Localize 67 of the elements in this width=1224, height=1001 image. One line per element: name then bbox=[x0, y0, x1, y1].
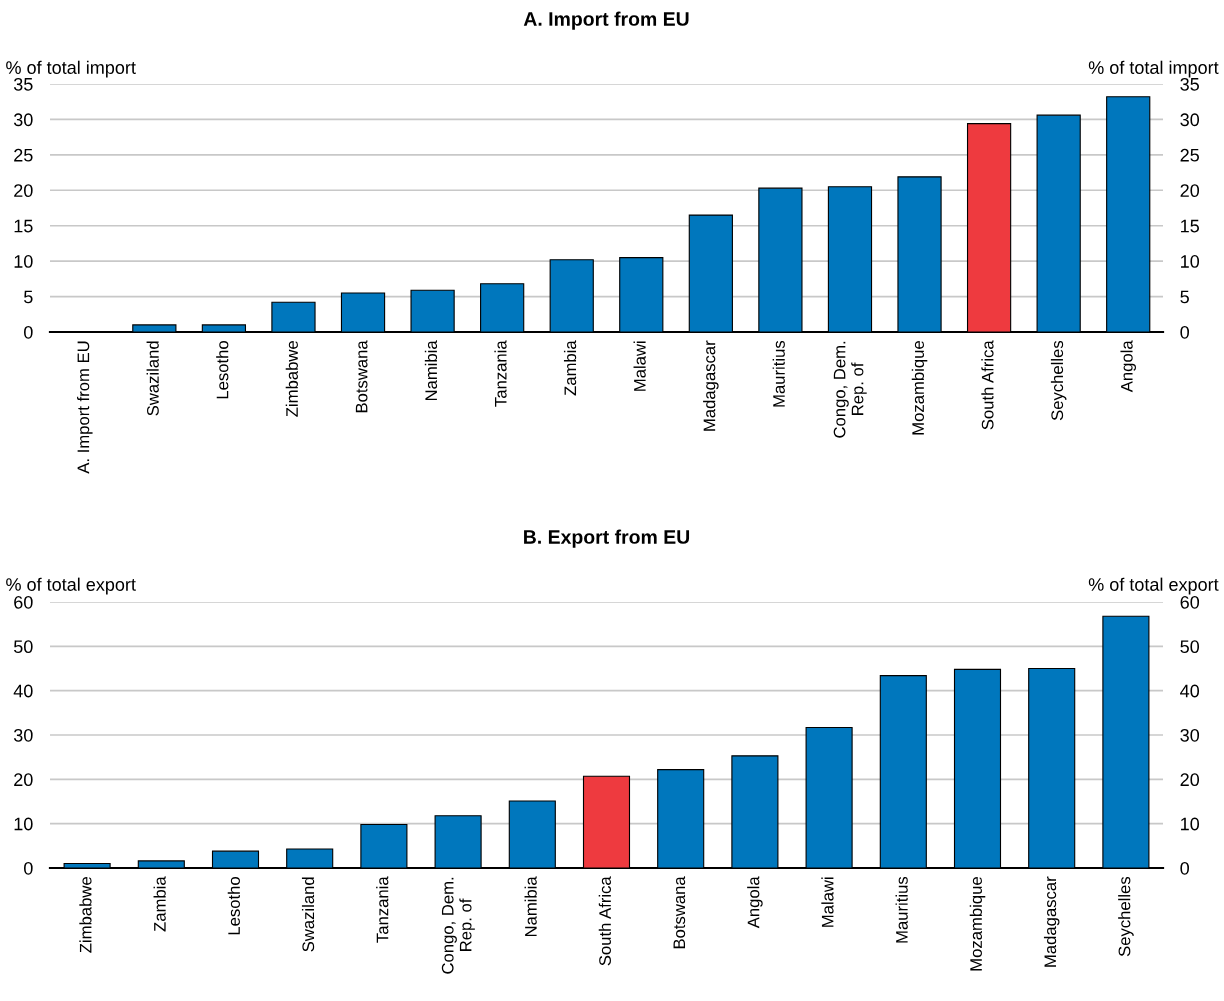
x-tick-label: Zimbabwe bbox=[79, 877, 92, 953]
x-tick-label: Angola bbox=[747, 876, 763, 929]
y-tick-label: 40 bbox=[13, 684, 33, 698]
x-tick-label: Zimbabwe bbox=[285, 341, 298, 417]
x-tick-label: Mauritius bbox=[895, 876, 908, 943]
x-tick-label: A. Import from EU bbox=[77, 341, 93, 474]
y2-tick-label: 0 bbox=[1180, 325, 1189, 339]
x-tick-label: Malawi bbox=[633, 341, 646, 391]
y2-axis-title: % of total import bbox=[1088, 60, 1219, 78]
y2-tick-label: 50 bbox=[1180, 640, 1200, 654]
x-tick-label: Madagascar bbox=[1043, 876, 1060, 967]
y2-tick-label: 15 bbox=[1181, 219, 1199, 233]
chart-title: B. Export from EU bbox=[524, 529, 690, 548]
x-tick-label: Lesotho bbox=[216, 341, 229, 399]
x-tick-label: Madagascar bbox=[703, 340, 719, 431]
y2-tick-label: 30 bbox=[1180, 113, 1200, 127]
x-tick-label: Swaziland bbox=[146, 341, 159, 416]
y-tick-label: 5 bbox=[24, 290, 33, 304]
x-tick-label: Mozambique bbox=[969, 877, 986, 971]
x-tick-label: South Africa bbox=[981, 340, 994, 430]
x-tick-label: Namibia bbox=[424, 340, 438, 401]
y-tick-label: 50 bbox=[13, 640, 33, 654]
x-tick-label: Tanzania bbox=[376, 876, 389, 943]
y2-tick-label: 40 bbox=[1180, 684, 1200, 698]
y-tick-label: 0 bbox=[24, 325, 33, 339]
y-tick-label: 20 bbox=[14, 184, 33, 198]
x-tick-label: Tanzania bbox=[494, 340, 507, 407]
y2-tick-label: 20 bbox=[1180, 773, 1200, 787]
x-tick-label: Congo, Dem. Rep. of bbox=[441, 877, 475, 974]
y2-tick-label: 60 bbox=[1180, 595, 1200, 609]
x-tick-label: Namibia bbox=[524, 876, 537, 937]
x-tick-label: Angola bbox=[1120, 340, 1136, 393]
x-tick-label: Swaziland bbox=[301, 877, 315, 952]
y2-tick-label: 20 bbox=[1180, 184, 1200, 198]
x-tick-label: South Africa bbox=[598, 876, 611, 966]
y2-tick-label: 0 bbox=[1180, 861, 1189, 875]
y-axis-title: % of total import bbox=[6, 60, 136, 78]
x-tick-label: Zambia bbox=[563, 340, 577, 396]
x-tick-label: Mozambique bbox=[911, 341, 928, 435]
y-tick-label: 30 bbox=[13, 728, 33, 742]
x-tick-label: Seychelles bbox=[1050, 340, 1067, 421]
y-tick-label: 10 bbox=[14, 255, 33, 268]
x-tick-label: Botswana bbox=[355, 340, 368, 413]
y2-tick-label: 10 bbox=[1181, 817, 1200, 831]
y2-tick-label: 35 bbox=[1180, 77, 1199, 91]
y2-tick-label: 30 bbox=[1180, 728, 1200, 742]
y-tick-label: 30 bbox=[13, 113, 33, 127]
y-tick-label: 20 bbox=[14, 773, 33, 787]
chart-title: A. Import from EU bbox=[523, 11, 689, 30]
x-tick-label: Lesotho bbox=[227, 877, 240, 935]
x-tick-label: Congo, Dem. Rep. of bbox=[833, 341, 867, 438]
x-tick-label: Mauritius bbox=[772, 340, 785, 407]
y2-tick-label: 10 bbox=[1181, 255, 1200, 268]
x-tick-label: Zambia bbox=[153, 876, 166, 932]
y2-axis-title: % of total export bbox=[1088, 577, 1219, 595]
y2-tick-label: 5 bbox=[1180, 290, 1189, 304]
y-tick-label: 35 bbox=[13, 77, 33, 91]
x-tick-label: Botswana bbox=[673, 876, 686, 949]
y-axis-title: % of total export bbox=[6, 577, 136, 595]
y-tick-label: 15 bbox=[14, 219, 33, 233]
x-tick-label: Malawi bbox=[821, 877, 834, 927]
y-tick-label: 60 bbox=[14, 595, 33, 609]
y-tick-label: 10 bbox=[14, 817, 33, 831]
x-tick-label: Seychelles bbox=[1118, 876, 1134, 957]
y-tick-label: 0 bbox=[24, 861, 33, 875]
y2-tick-label: 25 bbox=[1180, 148, 1199, 162]
y-tick-label: 25 bbox=[14, 148, 33, 162]
